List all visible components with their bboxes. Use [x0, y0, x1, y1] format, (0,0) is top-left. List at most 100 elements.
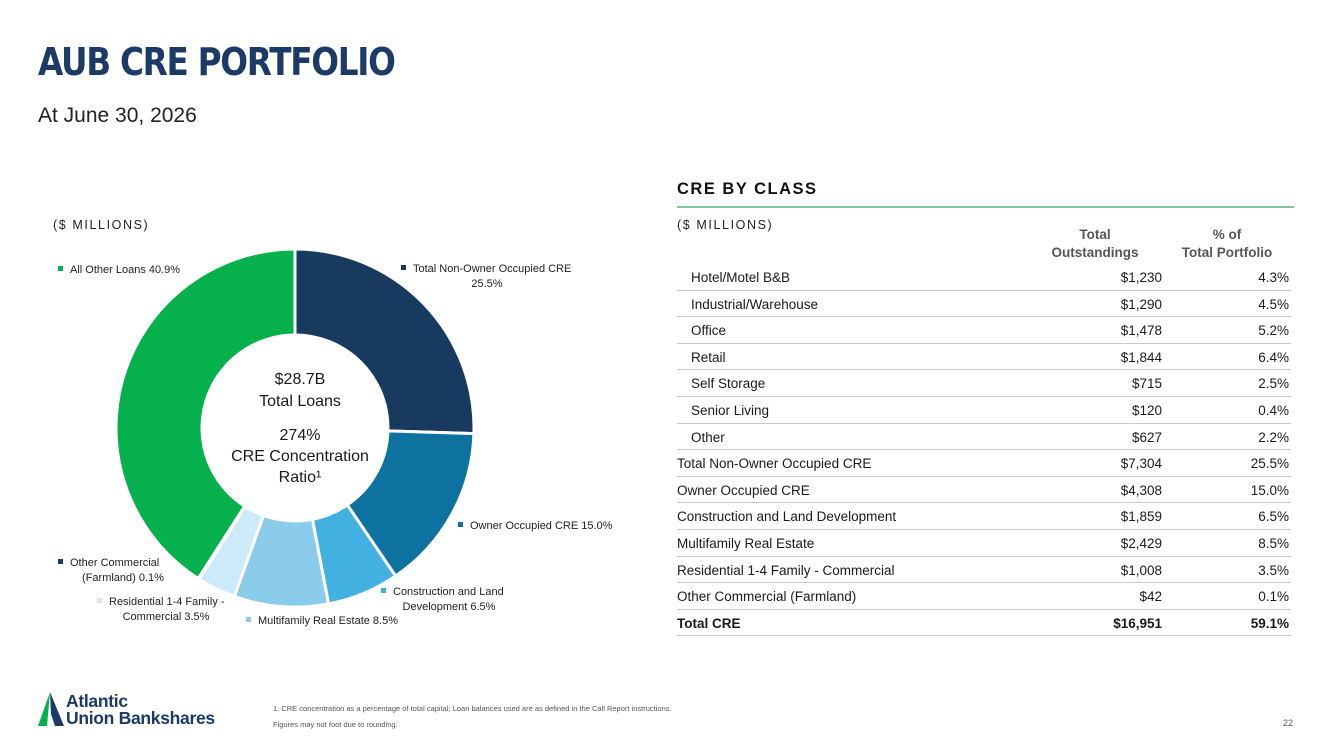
row-name-cell: Total Non-Owner Occupied CRE: [677, 456, 872, 472]
logo-mark-icon: [38, 692, 64, 726]
legend-swatch: [246, 617, 251, 622]
column-header-line: Total: [1079, 227, 1111, 242]
donut-center-text: $28.7B: [275, 371, 326, 388]
table-row: Total Non-Owner Occupied CRE $7,304 25.5%: [677, 450, 1291, 477]
logo-line-1: Atlantic: [66, 691, 128, 711]
slice-label-text: 25.5%: [471, 278, 502, 290]
table-row: Other $627 2.2%: [677, 424, 1291, 451]
donut-center-text: CRE Concentration: [231, 448, 369, 465]
slice-label-text: Development 6.5%: [403, 601, 496, 613]
legend-swatch: [381, 588, 386, 593]
row-name-cell: Owner Occupied CRE: [677, 482, 810, 498]
row-name-cell: Retail: [691, 349, 726, 365]
row-amount-cell: $4,308: [1120, 482, 1162, 498]
table-row: Other Commercial (Farmland) $42 0.1%: [677, 583, 1291, 610]
slice-label: Construction and Land Development 6.5%: [381, 586, 504, 613]
table-row: Construction and Land Development $1,859 6…: [677, 503, 1291, 530]
row-name-cell: Other Commercial (Farmland): [677, 589, 857, 605]
table-row: Office $1,478 5.2%: [677, 317, 1291, 344]
table-row: Multifamily Real Estate $2,429 8.5%: [677, 530, 1291, 557]
row-name-cell: Office: [691, 323, 727, 339]
row-name-cell: Total CRE: [677, 615, 741, 631]
chart-units-label: ($ MILLIONS): [53, 218, 150, 232]
slice-label-text: Construction and Land: [393, 586, 504, 598]
row-amount-cell: $1,844: [1120, 349, 1162, 365]
row-amount-cell: $627: [1131, 429, 1162, 445]
footnote-1: 1. CRE concentration as a percentage of …: [273, 704, 672, 713]
cre-by-class-table: Hotel/Motel B&B $1,230 4.3% Industrial/Ware…: [677, 264, 1291, 637]
page-number: 22: [1282, 718, 1293, 728]
row-percent-cell: 59.1%: [1250, 615, 1289, 631]
table-row: Residential 1-4 Family - Commercial $1,00…: [677, 557, 1291, 584]
pie-slice: [114, 247, 297, 581]
column-header-line: % of: [1212, 227, 1242, 242]
row-name-cell: Self Storage: [691, 376, 766, 392]
legend-swatch: [458, 522, 463, 527]
slice-label: All Other Loans 40.9%: [58, 264, 180, 276]
donut-center-text: Total Loans: [259, 393, 341, 410]
row-percent-cell: 25.5%: [1250, 456, 1289, 472]
row-name-cell: Industrial/Warehouse: [691, 296, 819, 312]
row-percent-cell: 0.1%: [1258, 589, 1289, 605]
column-header-percent-of-portfolio: % of Total Portfolio: [1172, 226, 1282, 262]
slice-label-text: Owner Occupied CRE 15.0%: [470, 520, 613, 532]
row-amount-cell: $120: [1131, 402, 1162, 418]
row-name-cell: Residential 1-4 Family - Commercial: [677, 562, 895, 578]
row-amount-cell: $1,290: [1120, 296, 1162, 312]
slice-label: Other Commercial (Farmland) 0.1%: [58, 557, 164, 584]
table-row: Hotel/Motel B&B $1,230 4.3%: [677, 264, 1291, 291]
row-amount-cell: $7,304: [1120, 456, 1162, 472]
table-row: Industrial/Warehouse $1,290 4.5%: [677, 291, 1291, 318]
slice-label: Total Non-Owner Occupied CRE 25.5%: [401, 263, 571, 290]
slice-label-text: Multifamily Real Estate 8.5%: [258, 615, 398, 627]
row-amount-cell: $2,429: [1120, 535, 1162, 551]
slice-label-text: Other Commercial: [70, 557, 159, 569]
row-name-cell: Senior Living: [691, 402, 770, 418]
company-logo: Atlantic Union Bankshares: [38, 692, 258, 728]
column-header-line: Outstandings: [1051, 245, 1139, 260]
row-amount-cell: $42: [1139, 589, 1162, 605]
table-row: Owner Occupied CRE $4,308 15.0%: [677, 477, 1291, 504]
logo-text: Atlantic Union Bankshares: [66, 691, 215, 727]
legend-swatch: [401, 265, 406, 270]
row-amount-cell: $715: [1131, 376, 1162, 392]
row-percent-cell: 6.4%: [1258, 349, 1289, 365]
table-units-label: ($ MILLIONS): [677, 218, 774, 232]
row-amount-cell: $1,230: [1120, 270, 1162, 285]
row-percent-cell: 2.2%: [1258, 429, 1289, 445]
table-row: Self Storage $715 2.5%: [677, 370, 1291, 397]
legend-swatch: [58, 266, 63, 271]
row-percent-cell: 15.0%: [1250, 482, 1289, 498]
slice-label-text: Total Non-Owner Occupied CRE: [413, 263, 571, 275]
slice-label: Residential 1-4 Family - Commercial 3.5%: [97, 596, 225, 623]
donut-center-text: Ratio¹: [279, 469, 322, 486]
row-percent-cell: 4.3%: [1258, 270, 1289, 285]
row-name-cell: Hotel/Motel B&B: [691, 270, 791, 285]
page-title: AUB CRE PORTFOLIO: [38, 40, 396, 84]
donut-chart: Total Non-Owner Occupied CRE 25.5% Owner O…: [58, 247, 613, 627]
column-header-line: Total Portfolio: [1181, 245, 1273, 260]
row-percent-cell: 2.5%: [1258, 376, 1289, 392]
table-title: CRE BY CLASS: [677, 180, 818, 198]
slice-label: Owner Occupied CRE 15.0%: [458, 520, 613, 532]
table-row: Senior Living $120 0.4%: [677, 397, 1291, 424]
slice-label-text: (Farmland) 0.1%: [82, 572, 164, 584]
table-row: Total CRE $16,951 59.1%: [677, 610, 1291, 637]
row-name-cell: Multifamily Real Estate: [677, 535, 815, 551]
slice-label: Multifamily Real Estate 8.5%: [246, 615, 398, 627]
row-percent-cell: 4.5%: [1258, 296, 1289, 312]
row-amount-cell: $1,859: [1120, 509, 1162, 525]
row-percent-cell: 8.5%: [1258, 535, 1289, 551]
row-percent-cell: 3.5%: [1258, 562, 1289, 578]
row-amount-cell: $16,951: [1113, 615, 1162, 631]
legend-swatch: [97, 598, 102, 603]
slice-label-text: Residential 1-4 Family -: [109, 596, 225, 608]
row-amount-cell: $1,008: [1120, 562, 1162, 578]
pie-slice: [345, 429, 476, 579]
column-header-total-outstandings: Total Outstandings: [1040, 226, 1150, 262]
row-percent-cell: 0.4%: [1258, 402, 1289, 418]
row-name-cell: Construction and Land Development: [677, 509, 897, 525]
footnote-2: Figures may not foot due to rounding.: [273, 720, 398, 729]
row-name-cell: Other: [691, 429, 725, 445]
pie-slice: [293, 247, 476, 436]
